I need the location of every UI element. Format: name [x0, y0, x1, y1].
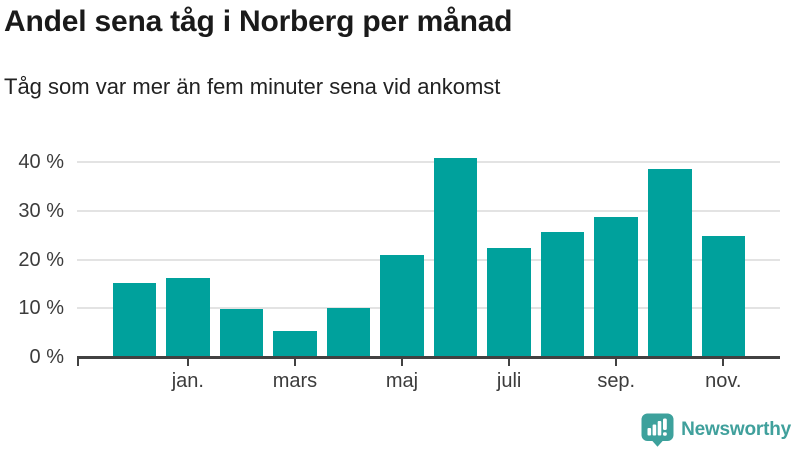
x-axis-tick-mars	[293, 359, 296, 366]
x-axis-tick-nov.	[722, 359, 725, 366]
y-axis-tick-label: 20 %	[18, 248, 64, 271]
x-axis-tick-juli	[508, 359, 511, 366]
bar-maj	[380, 255, 424, 357]
gridline-30	[77, 209, 780, 212]
bar-juni	[433, 158, 478, 357]
bar-juli	[487, 248, 531, 357]
x-axis-tick-jan.	[186, 359, 189, 366]
bar-dec.	[112, 283, 157, 357]
y-axis-tick-label: 40 %	[18, 151, 64, 174]
x-axis-tick-maj	[401, 359, 404, 366]
y-axis-tick-label: 30 %	[18, 199, 64, 222]
bar-sep.	[594, 217, 638, 357]
gridline-10	[77, 307, 780, 310]
x-axis-tick-label-maj: maj	[385, 370, 419, 392]
x-axis-origin-tick	[77, 359, 79, 366]
bar-nov.	[701, 235, 746, 357]
brand-footer: Newsworthy	[641, 413, 791, 447]
chart-title: Andel sena tåg i Norberg per månad	[4, 5, 513, 38]
gridline-40	[77, 161, 780, 164]
x-axis-tick-label-mars: mars	[272, 370, 318, 392]
y-axis-tick-label: 0 %	[29, 346, 64, 368]
gridline-20	[77, 258, 780, 261]
bar-okt.	[648, 168, 692, 357]
bar-aug.	[540, 232, 585, 357]
bar-mars	[273, 331, 317, 357]
brand-name: Newsworthy	[681, 419, 791, 440]
x-axis-tick-label-juli: juli	[496, 370, 522, 392]
chart-subtitle: Tåg som var mer än fem minuter sena vid …	[4, 74, 501, 99]
bar-feb.	[219, 309, 264, 357]
newsworthy-bubble-barchart-icon	[641, 413, 674, 447]
bar-jan.	[166, 277, 210, 357]
x-axis-tick-label-nov.: nov.	[705, 370, 742, 392]
x-axis-tick-sep.	[615, 359, 618, 366]
x-axis-tick-label-jan.: jan.	[171, 370, 204, 392]
x-axis-line	[77, 356, 780, 359]
y-axis-tick-label: 10 %	[18, 297, 64, 320]
bar-apr.	[326, 308, 371, 357]
x-axis-tick-label-sep.: sep.	[597, 370, 636, 392]
